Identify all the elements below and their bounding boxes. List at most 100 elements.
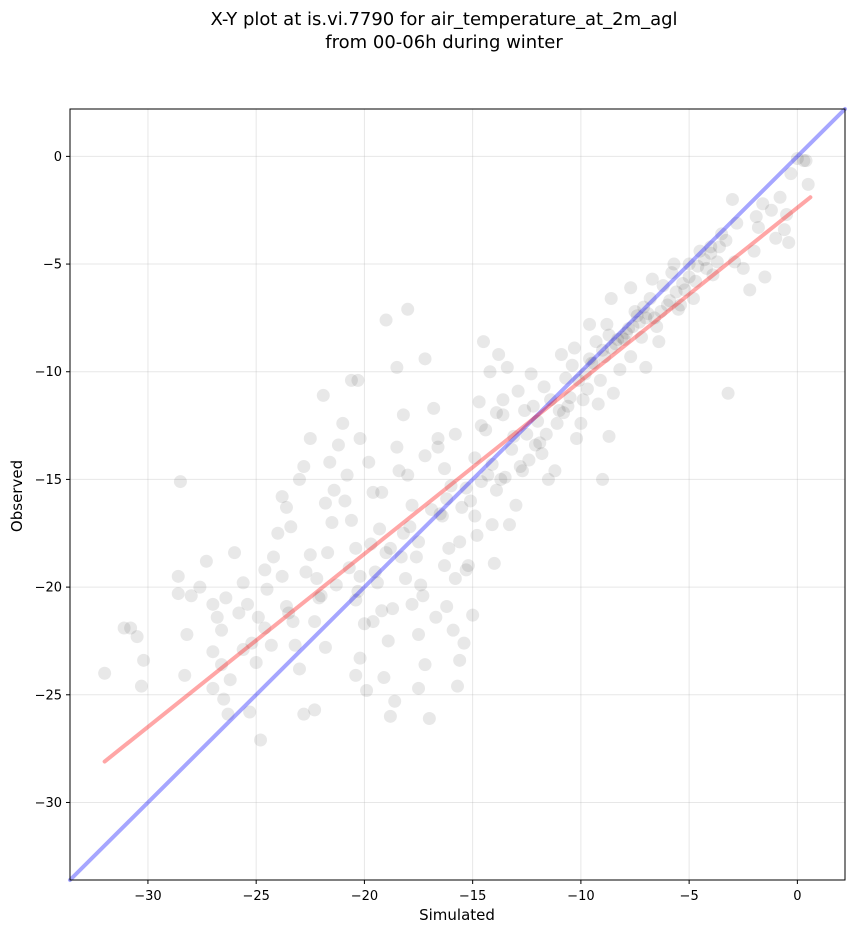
data-point [351,373,365,387]
data-point [416,589,430,603]
data-point [364,537,378,551]
data-point [232,606,246,620]
data-point [583,352,597,366]
x-tick-label: −20 [351,889,378,904]
data-point [245,636,259,650]
data-point [728,255,742,269]
data-point [537,380,551,394]
data-point [258,563,272,577]
data-point [736,261,750,275]
data-point [533,436,547,450]
data-point [288,638,302,652]
data-point [388,694,402,708]
y-axis-label: Observed [8,460,26,532]
data-point [425,503,439,517]
data-point [241,597,255,611]
data-point [699,261,713,275]
x-tick-label: −25 [242,889,269,904]
data-point [275,569,289,583]
data-point [338,494,352,508]
data-point [206,597,220,611]
data-point [236,643,250,657]
x-tick-label: −5 [680,889,699,904]
data-point [251,610,265,624]
data-point [643,292,657,306]
data-point [710,255,724,269]
data-point [630,309,644,323]
data-point [249,655,263,669]
data-point [487,556,501,570]
data-point [353,432,367,446]
data-point [613,363,627,377]
data-point [578,367,592,381]
data-point [438,462,452,476]
data-point [489,483,503,497]
data-point [215,623,229,637]
data-point [409,550,423,564]
data-point [206,645,220,659]
y-tick-label: −5 [43,258,62,273]
data-point [622,322,636,336]
data-point [515,464,529,478]
data-point [632,315,646,329]
data-point [611,332,625,346]
data-point [799,154,813,168]
data-point [284,520,298,534]
data-point [318,640,332,654]
data-point [520,427,534,441]
data-point [528,438,542,452]
data-point [134,679,148,693]
data-point [279,500,293,514]
data-point [427,401,441,415]
data-point [468,451,482,465]
chart-title-line-2: from 00-06h during winter [325,32,563,53]
x-tick-label: −15 [459,889,486,904]
data-point [308,615,322,629]
data-point [756,197,770,211]
data-point [489,406,503,420]
data-point [606,386,620,400]
data-point [215,658,229,672]
data-point [357,617,371,631]
data-point [797,154,811,168]
data-point [390,440,404,454]
data-point [704,246,718,260]
reference-lines [68,107,847,882]
data-point [405,498,419,512]
data-point [682,257,696,271]
data-point [193,580,207,594]
data-point [308,703,322,717]
data-point [593,373,607,387]
data-point [784,167,798,181]
data-point [583,317,597,331]
data-point [548,464,562,478]
data-point [453,535,467,549]
data-point [637,300,651,314]
data-point [401,468,415,482]
data-point [379,313,393,327]
x-axis-label: Simulated [419,906,495,924]
data-point [522,453,536,467]
data-point [479,423,493,437]
plot-area-frame [69,108,846,881]
data-point [381,634,395,648]
data-point [438,559,452,573]
data-point [667,257,681,271]
x-tick-label: −10 [567,889,594,904]
data-point [299,565,313,579]
data-point [327,483,341,497]
data-point [282,606,296,620]
data-point [351,584,365,598]
data-point [777,223,791,237]
data-point [461,559,475,573]
data-point [591,397,605,411]
data-point [310,571,324,585]
data-point [331,438,345,452]
data-point [758,270,772,284]
data-point [602,429,616,443]
data-point [587,356,601,370]
data-point [507,429,521,443]
data-point [576,393,590,407]
data-point [639,360,653,374]
data-point [496,393,510,407]
